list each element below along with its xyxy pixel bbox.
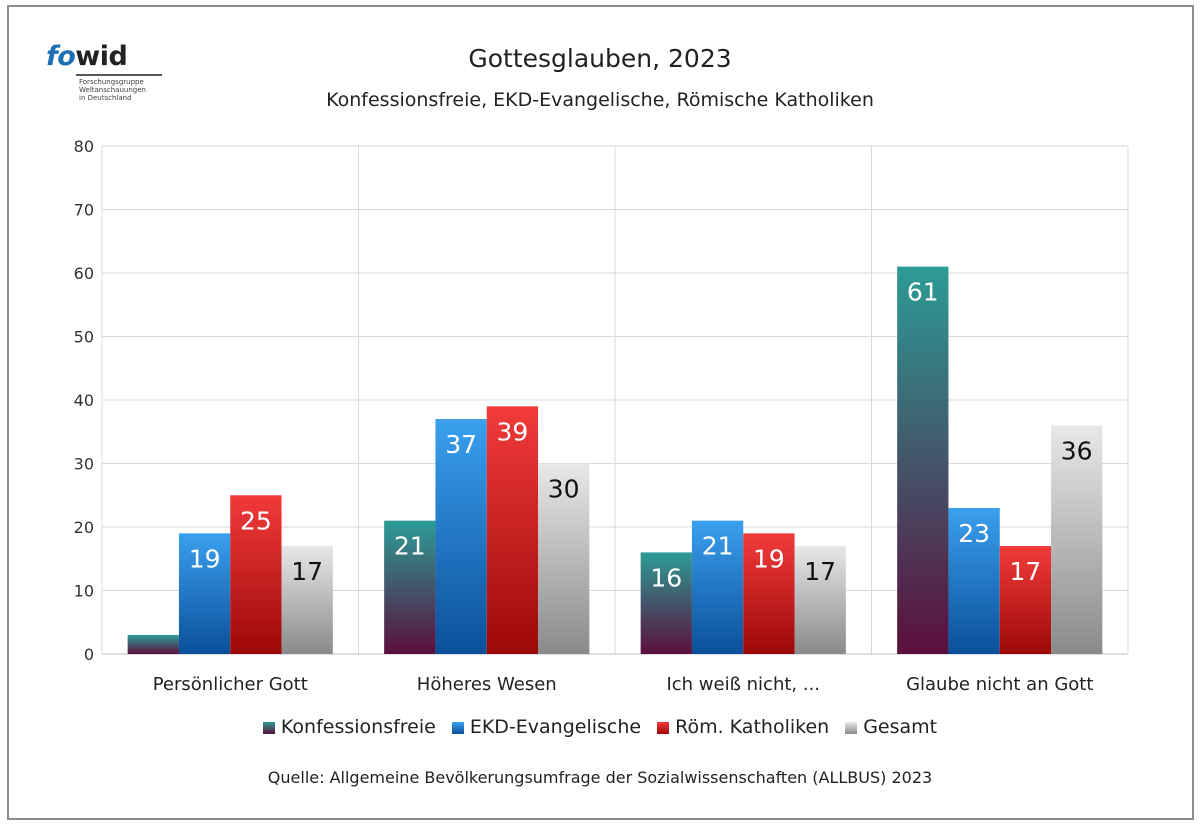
logo-line-2: Weltanschauungen bbox=[79, 86, 146, 94]
data-labels: 19 25 17 21 37 39 30 16 21 19 17 61 23 17 36 bbox=[189, 278, 1093, 593]
legend-swatch bbox=[845, 722, 858, 734]
y-tick-label: 10 bbox=[74, 582, 94, 601]
logo-divider bbox=[76, 74, 162, 76]
logo-word-wid: wid bbox=[75, 41, 128, 72]
chart-subtitle: Konfessionsfreie, EKD-Evangelische, Römi… bbox=[326, 89, 874, 111]
y-tick-label: 30 bbox=[74, 455, 94, 474]
legend-item: Gesamt bbox=[845, 716, 937, 738]
legend-label: EKD-Evangelische bbox=[469, 716, 642, 738]
bar bbox=[691, 520, 744, 654]
y-tick-label: 70 bbox=[74, 201, 94, 220]
fowid-logo: fowid Forschungsgruppe Weltanschauungen … bbox=[46, 42, 166, 122]
data-label: 36 bbox=[1061, 436, 1093, 465]
data-label: 25 bbox=[240, 506, 272, 535]
x-tick-label: Persönlicher Gott bbox=[153, 674, 308, 695]
legend-item: Konfessionsfreie bbox=[262, 716, 436, 738]
y-tick-labels: 0 10 20 30 40 50 60 70 80 bbox=[74, 137, 94, 664]
y-tick-label: 50 bbox=[74, 328, 94, 347]
data-label: 21 bbox=[394, 532, 426, 561]
legend: Konfessionsfreie EKD-Evangelische Röm. Kat… bbox=[0, 716, 1200, 738]
bar bbox=[538, 463, 590, 654]
y-tick-label: 80 bbox=[74, 137, 94, 156]
data-label: 39 bbox=[496, 417, 528, 446]
data-label: 21 bbox=[702, 532, 734, 561]
bar bbox=[384, 520, 436, 654]
bar bbox=[640, 552, 692, 654]
y-tick-label: 40 bbox=[74, 391, 94, 410]
data-label: 61 bbox=[907, 278, 939, 307]
bars bbox=[127, 266, 1103, 654]
bar-chart: 0 10 20 30 40 50 60 70 80 19 25 17 21 37 39 30 16 21 19 17… bbox=[74, 137, 1129, 695]
bar bbox=[230, 495, 282, 654]
y-tick-label: 20 bbox=[74, 518, 94, 537]
logo-wordmark: fowid bbox=[46, 41, 128, 72]
legend-swatch bbox=[262, 722, 275, 734]
data-label: 37 bbox=[445, 430, 477, 459]
legend-item: EKD-Evangelische bbox=[451, 716, 642, 738]
data-label: 17 bbox=[804, 557, 836, 586]
bar bbox=[281, 546, 333, 654]
bar bbox=[743, 533, 795, 654]
legend-item: Röm. Katholiken bbox=[657, 716, 829, 738]
bar bbox=[127, 634, 179, 654]
legend-label: Konfessionsfreie bbox=[280, 716, 436, 738]
y-tick-label: 60 bbox=[74, 264, 94, 283]
logo-line-3: in Deutschland bbox=[79, 94, 132, 102]
bar bbox=[486, 406, 539, 654]
x-tick-label: Höheres Wesen bbox=[417, 674, 557, 695]
bar bbox=[897, 266, 949, 654]
data-label: 30 bbox=[548, 475, 580, 504]
bar bbox=[999, 546, 1052, 654]
x-tick-label: Glaube nicht an Gott bbox=[906, 674, 1093, 695]
logo-line-1: Forschungsgruppe bbox=[79, 78, 144, 86]
chart-title: Gottesglauben, 2023 bbox=[468, 44, 732, 73]
source-note: Quelle: Allgemeine Bevölkerungsumfrage d… bbox=[267, 768, 933, 787]
x-tick-label: Ich weiß nicht, ... bbox=[666, 674, 820, 695]
x-tick-labels: Persönlicher Gott Höheres Wesen Ich weiß n… bbox=[153, 674, 1094, 695]
data-label: 17 bbox=[291, 557, 323, 586]
legend-swatch bbox=[451, 722, 464, 734]
data-label: 19 bbox=[753, 544, 785, 573]
y-tick-label: 0 bbox=[84, 645, 94, 664]
data-label: 17 bbox=[1009, 557, 1041, 586]
bar bbox=[948, 507, 1000, 654]
data-label: 19 bbox=[189, 544, 221, 573]
legend-swatch bbox=[657, 722, 670, 734]
chart-frame bbox=[7, 5, 1194, 820]
bar bbox=[178, 533, 231, 654]
logo-word-fo: fo bbox=[46, 41, 76, 72]
data-label: 23 bbox=[958, 519, 990, 548]
bar bbox=[435, 419, 487, 654]
bar bbox=[794, 546, 846, 654]
data-label: 16 bbox=[650, 563, 682, 592]
bar bbox=[1051, 425, 1103, 654]
legend-label: Röm. Katholiken bbox=[675, 716, 830, 738]
legend-label: Gesamt bbox=[863, 716, 938, 738]
